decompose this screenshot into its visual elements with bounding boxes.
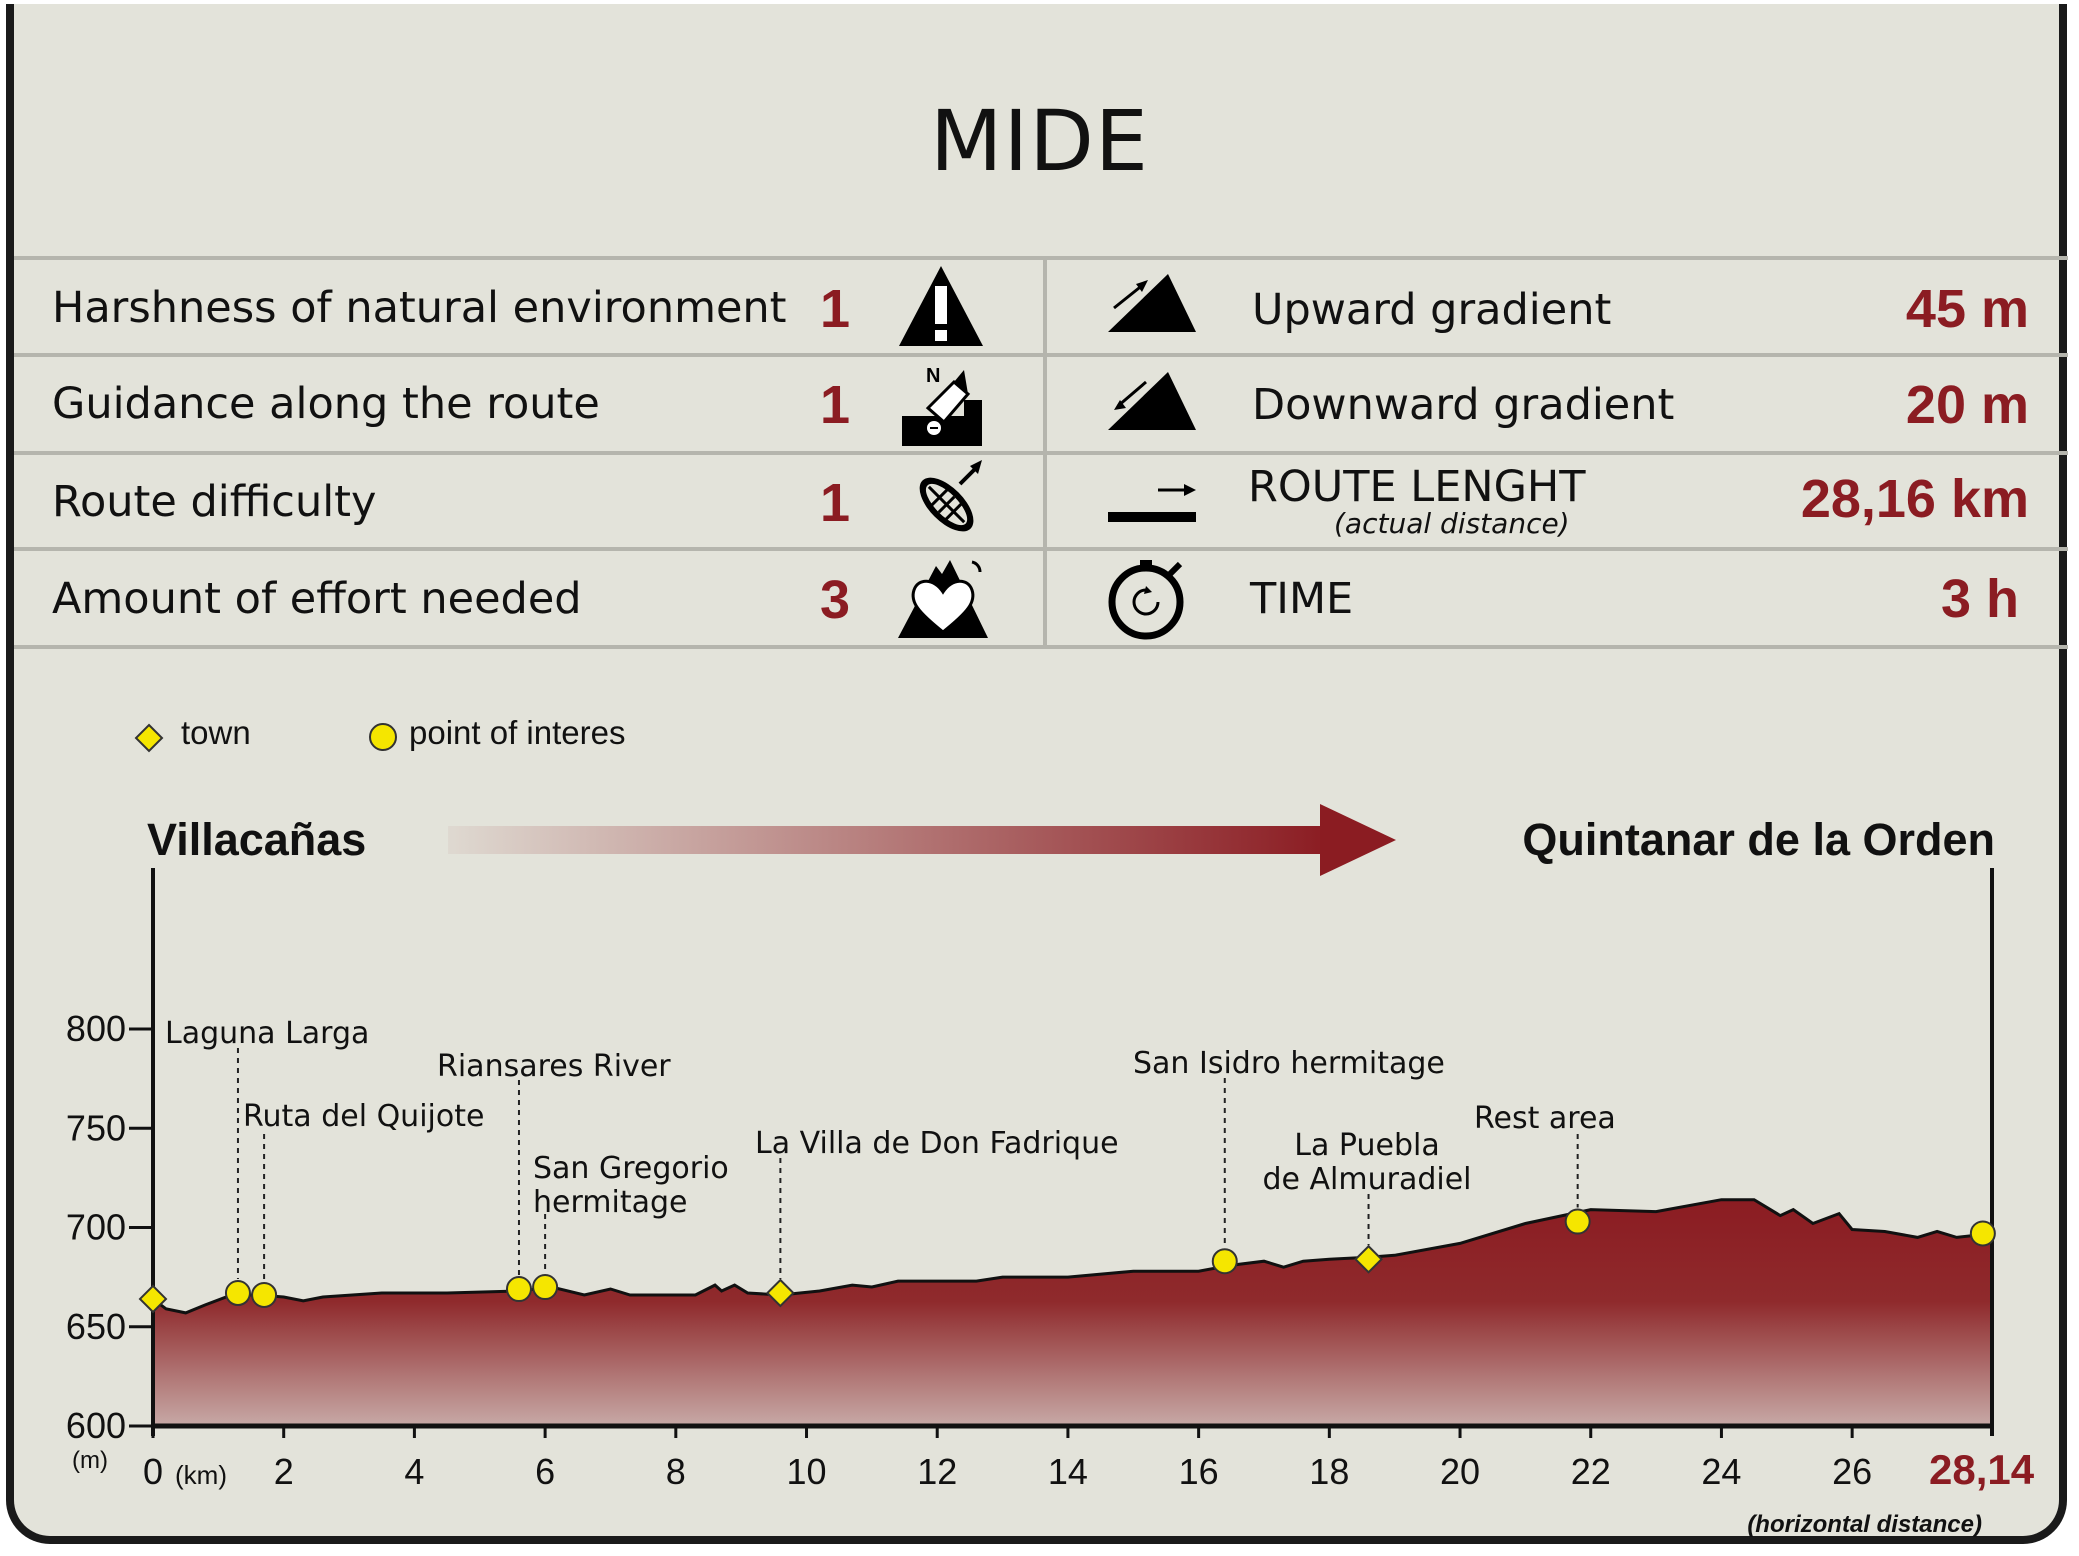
table-divider (14, 451, 2068, 455)
distance-arrow-icon (1108, 484, 1196, 522)
legend-town: town (181, 714, 251, 751)
route-start: Villacañas (147, 814, 367, 865)
effort-label: Amount of effort needed (52, 574, 582, 624)
y-tick-label: 650 (66, 1306, 126, 1347)
point-label: hermitage (533, 1185, 687, 1220)
x-note-label: (horizontal distance) (1747, 1511, 1982, 1538)
x-tick-label: 18 (1309, 1451, 1349, 1492)
x-tick-label: 22 (1571, 1451, 1611, 1492)
harshness-value: 1 (820, 279, 851, 339)
heart-mountain-icon (898, 560, 988, 638)
x-tick-label: 10 (786, 1451, 826, 1492)
difficulty-value: 1 (820, 473, 851, 533)
table-divider (14, 256, 2068, 260)
length-value: 28,16 km (1800, 469, 2029, 529)
upward-value: 45 m (1905, 279, 2029, 339)
svg-text:N: N (926, 365, 940, 387)
poi-marker (505, 1276, 532, 1303)
time-value: 3 h (1940, 569, 2019, 629)
stopwatch-icon (1108, 560, 1184, 640)
point-label: Laguna Larga (165, 1016, 369, 1051)
direction-arrow-icon (448, 804, 1396, 876)
x-tick-label: 20 (1440, 1451, 1480, 1492)
y-tick-label: 600 (66, 1405, 126, 1446)
point-label: Riansares River (437, 1049, 671, 1084)
poi-marker-icon (369, 723, 397, 751)
x-tick-label: 16 (1179, 1451, 1219, 1492)
difficulty-label: Route difficulty (52, 477, 377, 527)
x-tick-label: 26 (1832, 1451, 1872, 1492)
warning-icon (899, 266, 983, 346)
town-marker (138, 1284, 168, 1314)
elevation-area (151, 1198, 1994, 1428)
downward-value: 20 m (1905, 375, 2029, 435)
y-unit-label: (m) (72, 1447, 108, 1474)
point-label: San Isidro hermitage (1133, 1046, 1445, 1081)
downward-label: Downward gradient (1252, 380, 1675, 430)
upward-slope-icon (1108, 274, 1196, 332)
page-title: MIDE (929, 92, 1149, 190)
x-tick-label: 24 (1701, 1451, 1741, 1492)
point-label: de Almuradiel (1262, 1162, 1471, 1197)
table-divider (14, 353, 2068, 357)
legend-poi: point of interes (409, 714, 626, 751)
length-label: ROUTE LENGHT (1248, 462, 1586, 512)
downward-slope-icon (1108, 372, 1196, 430)
point-label: Rest area (1474, 1101, 1616, 1136)
poi-marker (224, 1280, 251, 1307)
guidance-label: Guidance along the route (52, 379, 600, 429)
y-tick-label: 800 (66, 1008, 126, 1049)
point-label: La Villa de Don Fadrique (755, 1126, 1119, 1161)
x-tick-label: 2 (274, 1451, 294, 1492)
poi-marker (532, 1274, 559, 1301)
poi-marker (1564, 1208, 1591, 1235)
town-marker-icon (134, 723, 164, 753)
time-label: TIME (1250, 574, 1354, 624)
poi-marker (1969, 1220, 1996, 1247)
town-marker (1354, 1244, 1383, 1274)
route-end: Quintanar de la Orden (1522, 814, 1995, 865)
point-label: La Puebla (1294, 1128, 1439, 1163)
y-tick-label: 700 (66, 1207, 126, 1248)
x-tick-label: 0 (143, 1451, 163, 1492)
y-tick-label: 750 (66, 1107, 126, 1148)
point-label: San Gregorio (533, 1151, 729, 1186)
town-marker (765, 1278, 795, 1308)
table-column-divider (1043, 258, 1047, 648)
table-divider (14, 645, 2068, 649)
x-tick-label: 14 (1048, 1451, 1088, 1492)
poi-marker (1211, 1248, 1238, 1275)
x-tick-label: 8 (666, 1451, 686, 1492)
x-end-label: 28,14 (1929, 1446, 2035, 1493)
effort-value: 3 (820, 570, 851, 630)
footprint-icon (919, 460, 982, 532)
table-divider (14, 547, 2068, 551)
poi-marker (251, 1281, 278, 1308)
upward-label: Upward gradient (1252, 285, 1612, 335)
x-tick-label: 12 (917, 1451, 957, 1492)
guidance-value: 1 (820, 375, 851, 435)
x-unit-label: (km) (175, 1460, 227, 1490)
x-tick-label: 6 (535, 1451, 555, 1492)
compass-map-icon: N (902, 365, 982, 446)
point-label: Ruta del Quijote (243, 1099, 484, 1134)
harshness-label: Harshness of natural environment (52, 283, 787, 333)
x-tick-label: 4 (404, 1451, 424, 1492)
length-sublabel: (actual distance) (1334, 507, 1570, 540)
